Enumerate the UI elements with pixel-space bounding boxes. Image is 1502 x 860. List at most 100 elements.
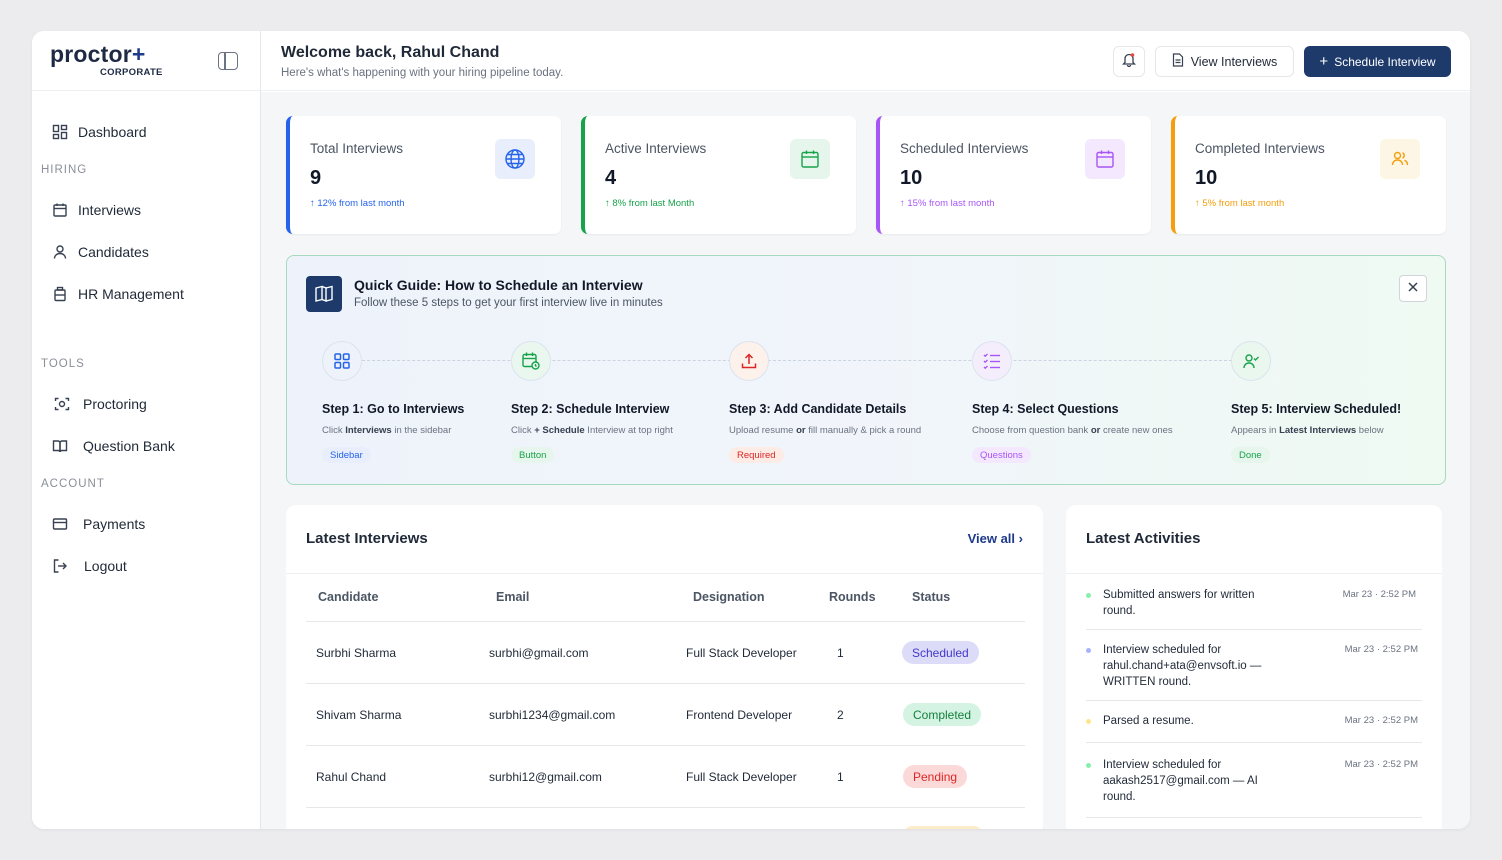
cell-candidate: Surbhi Sharma bbox=[316, 646, 397, 660]
stat-card-active[interactable]: Active Interviews 4 ↑ 8% from last Month bbox=[581, 116, 856, 234]
logo[interactable]: proctor+ bbox=[50, 41, 146, 68]
sidebar-item-candidates[interactable]: Candidates bbox=[52, 237, 149, 267]
stat-label: Active Interviews bbox=[605, 141, 707, 156]
step-desc-bold: + Schedule bbox=[534, 425, 585, 436]
column-header[interactable]: Candidate bbox=[318, 590, 379, 604]
activity-item[interactable]: Interview scheduled for rahul.chand+ata@… bbox=[1086, 642, 1422, 701]
activity-item[interactable]: Interview scheduled for aakash2517@gmail… bbox=[1086, 757, 1422, 818]
sidebar-item-interviews[interactable]: Interviews bbox=[52, 195, 141, 225]
table-row[interactable]: Rahul Chand surbhi12@gmail.com Full Stac… bbox=[306, 746, 1025, 808]
status-badge: Pending bbox=[903, 765, 968, 788]
view-interviews-label: View Interviews bbox=[1190, 54, 1278, 69]
users-icon bbox=[1380, 139, 1420, 179]
top-header: Welcome back, Rahul Chand Here's what's … bbox=[261, 31, 1470, 91]
activity-text: Parsed a resume. bbox=[1103, 715, 1194, 727]
sidebar-item-payments[interactable]: Payments bbox=[52, 509, 145, 539]
sidebar-item-label: HR Management bbox=[78, 286, 184, 302]
cell-designation: Full Stack Developer bbox=[686, 646, 797, 660]
cell-designation: Frontend Developer bbox=[686, 708, 793, 722]
sidebar-item-question-bank[interactable]: Question Bank bbox=[52, 431, 175, 461]
column-header[interactable]: Status bbox=[912, 590, 951, 604]
sidebar-item-label: Question Bank bbox=[83, 438, 175, 454]
notifications-button[interactable] bbox=[1113, 46, 1145, 77]
latest-activities-card: Latest Activities Submitted answers for … bbox=[1066, 505, 1442, 829]
column-header[interactable]: Email bbox=[496, 590, 530, 604]
section-tools: TOOLS bbox=[41, 358, 85, 370]
step-desc: Click Interviews in the sidebar bbox=[322, 425, 451, 436]
table-row[interactable]: Surbhi Sharma surbhi@gmail.com Full Stac… bbox=[306, 622, 1025, 684]
chevron-right-icon: › bbox=[1018, 531, 1023, 546]
sidebar-toggle-icon[interactable] bbox=[218, 52, 238, 70]
grid-icon bbox=[52, 124, 68, 140]
sidebar-item-proctoring[interactable]: Proctoring bbox=[54, 389, 147, 419]
step-desc-text: Upload resume bbox=[729, 425, 797, 436]
step-desc: Appears in Latest Interviews below bbox=[1231, 425, 1384, 436]
activity-item[interactable]: Parsed a resume. Mar 23 · 2:52 PM bbox=[1086, 713, 1422, 743]
step-desc-bold: Interviews bbox=[345, 425, 392, 436]
step-3-icon bbox=[729, 341, 769, 381]
step-tag: Required bbox=[729, 447, 784, 463]
sidebar-item-hr-management[interactable]: HR Management bbox=[52, 279, 184, 309]
step-desc: Upload resume or fill manually & pick a … bbox=[729, 425, 921, 436]
step-desc-text: Choose from question bank bbox=[972, 425, 1091, 436]
stat-card-scheduled[interactable]: Scheduled Interviews 10 ↑ 15% from last … bbox=[876, 116, 1151, 234]
brand: proctor+ CORPORATE bbox=[32, 31, 260, 91]
step-1-icon bbox=[322, 341, 362, 381]
sidebar: proctor+ CORPORATE Dashboard HIRING Inte… bbox=[32, 31, 261, 829]
activity-time: Mar 23 · 2:52 PM bbox=[1344, 715, 1418, 726]
cell-email: surbhi12@gmail.com bbox=[489, 770, 602, 784]
stat-label: Scheduled Interviews bbox=[900, 141, 1029, 156]
sidebar-item-label: Interviews bbox=[78, 202, 142, 218]
stat-label: Completed Interviews bbox=[1195, 141, 1325, 156]
arrow-up-icon: ↑ bbox=[605, 198, 613, 209]
stat-card-total[interactable]: Total Interviews 9 ↑ 12% from last month bbox=[286, 116, 561, 234]
stat-label: Total Interviews bbox=[310, 141, 404, 156]
step-title: Step 1: Go to Interviews bbox=[322, 402, 465, 416]
sidebar-item-label: Candidates bbox=[78, 244, 149, 260]
stat-value: 4 bbox=[605, 167, 617, 189]
view-all-label: View all bbox=[967, 531, 1016, 546]
bell-icon bbox=[1121, 52, 1137, 72]
step-desc-text: Appears in bbox=[1231, 425, 1280, 436]
step-desc-text: below bbox=[1356, 425, 1384, 436]
sidebar-item-logout[interactable]: Logout bbox=[52, 551, 127, 581]
calendar-icon bbox=[52, 202, 68, 218]
step-title: Step 5: Interview Scheduled! bbox=[1231, 402, 1402, 416]
stat-trend: ↑ 5% from last month bbox=[1195, 198, 1284, 209]
cell-designation: Full Stack Developer bbox=[686, 770, 797, 784]
step-desc-text: fill manually & pick a round bbox=[805, 425, 922, 436]
step-2-icon bbox=[511, 341, 551, 381]
status-badge-partial bbox=[904, 826, 982, 829]
view-all-link[interactable]: View all › bbox=[968, 531, 1023, 546]
cell-rounds: 1 bbox=[837, 770, 844, 784]
cell-candidate: Shivam Sharma bbox=[316, 708, 402, 722]
page-subtitle: Here's what's happening with your hiring… bbox=[281, 67, 564, 79]
activity-text: Interview scheduled for aakash2517@gmail… bbox=[1103, 759, 1258, 803]
activity-dot bbox=[1086, 593, 1091, 598]
stat-trend: ↑ 12% from last month bbox=[310, 198, 405, 209]
step-desc: Choose from question bank or create new … bbox=[972, 425, 1173, 436]
book-icon bbox=[52, 438, 68, 454]
step-desc-bold: or bbox=[1090, 425, 1101, 436]
latest-interviews-card: Latest Interviews View all › Candidate E… bbox=[286, 505, 1043, 829]
steps-connector bbox=[342, 360, 1242, 361]
sidebar-item-label: Logout bbox=[84, 558, 127, 574]
table-row[interactable]: Shivam Sharma surbhi1234@gmail.com Front… bbox=[306, 684, 1025, 746]
arrow-up-icon: ↑ bbox=[310, 198, 318, 209]
step-tag: Questions bbox=[972, 447, 1031, 463]
view-interviews-button[interactable]: View Interviews bbox=[1155, 46, 1294, 77]
sidebar-item-dashboard[interactable]: Dashboard bbox=[52, 117, 147, 147]
activity-text: Submitted answers for written round. bbox=[1103, 589, 1255, 617]
column-header[interactable]: Rounds bbox=[829, 590, 876, 604]
step-title: Step 2: Schedule Interview bbox=[511, 402, 670, 416]
quick-guide: Quick Guide: How to Schedule an Intervie… bbox=[286, 255, 1446, 485]
activity-item[interactable]: Submitted answers for written round. Mar… bbox=[1086, 587, 1422, 630]
activity-dot bbox=[1086, 763, 1091, 768]
column-header[interactable]: Designation bbox=[693, 590, 765, 604]
stat-card-completed[interactable]: Completed Interviews 10 ↑ 5% from last m… bbox=[1171, 116, 1446, 234]
close-guide-button[interactable] bbox=[1399, 275, 1427, 302]
sidebar-item-label: Proctoring bbox=[83, 396, 147, 412]
user-icon bbox=[52, 244, 68, 260]
schedule-interview-button[interactable]: + Schedule Interview bbox=[1304, 46, 1451, 77]
logout-icon bbox=[52, 558, 68, 574]
